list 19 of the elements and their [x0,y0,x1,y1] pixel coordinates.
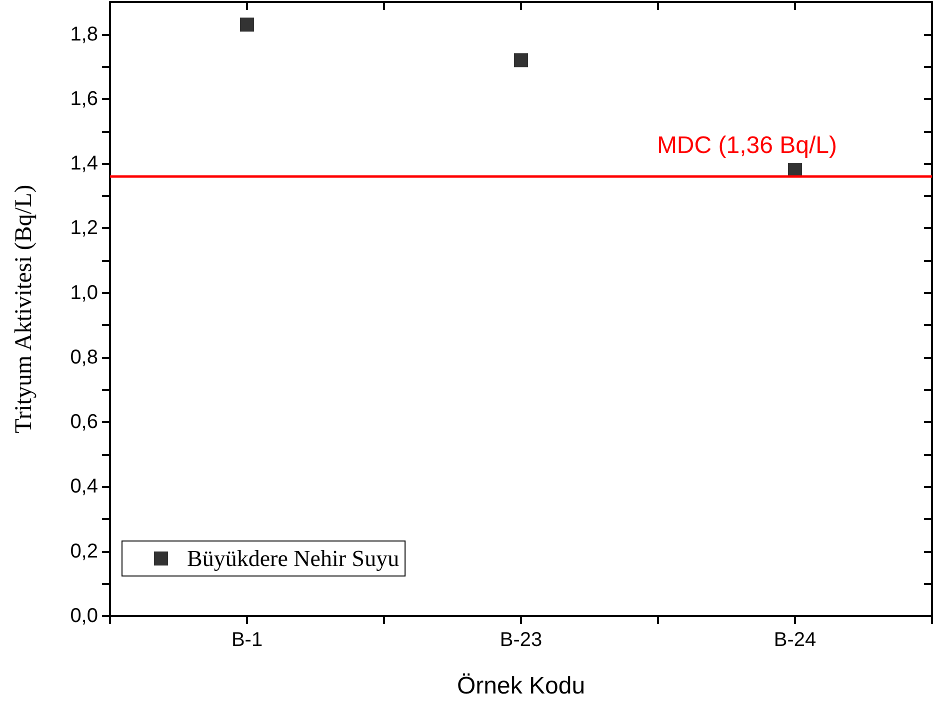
y-tick-label: 0,6 [70,411,98,434]
x-axis-title: Örnek Kodu [456,672,586,700]
y-tick-label: 1,0 [70,282,98,304]
y-tick-label: 1,8 [70,23,98,46]
point [514,53,528,68]
x-tick-label: B-24 [774,629,816,651]
y-tick-label: 0,4 [70,476,98,498]
y-tick-label: 0,0 [70,605,98,627]
y-tick-label: 1,4 [70,152,98,175]
y-tick-label: 1,6 [70,88,98,110]
point [240,18,254,32]
x-tick-label: B-1 [231,629,263,651]
y-tick-label: 0,2 [70,540,98,562]
ref-line-label: MDC (1,36 Bq/L) [656,132,837,160]
y-tick-label: 0,8 [70,346,98,368]
x-tick-label: B-23 [500,629,542,651]
y-axis-title: Trityum Aktivitesi (Bq/L) [11,184,37,434]
y-tick-label: 1,2 [70,217,98,240]
legend-label: Büyükdere Nehir Suyu [187,546,400,571]
